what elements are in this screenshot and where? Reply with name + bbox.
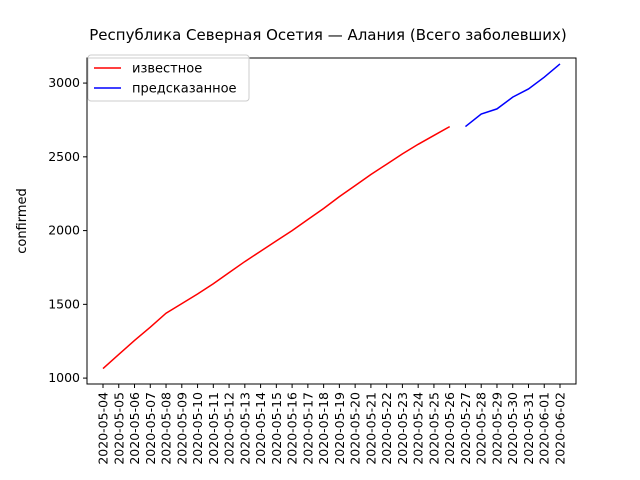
x-tick-label: 2020-05-28: [474, 392, 489, 465]
x-tick-label: 2020-05-08: [159, 392, 174, 465]
x-tick-label: 2020-06-02: [553, 392, 568, 465]
x-tick-label: 2020-05-09: [174, 392, 189, 465]
x-tick-label: 2020-05-13: [237, 392, 252, 465]
y-tick-label: 2000: [48, 223, 80, 238]
x-tick-label: 2020-05-06: [127, 392, 142, 465]
legend-box: [87, 54, 250, 102]
x-tick-label: 2020-05-14: [253, 392, 268, 465]
x-tick-label: 2020-05-29: [489, 392, 504, 465]
x-tick-label: 2020-05-18: [316, 392, 331, 465]
legend-label: известное: [132, 62, 202, 77]
x-tick-label: 2020-05-21: [363, 392, 378, 465]
x-tick-label: 2020-05-17: [300, 392, 315, 465]
x-tick-label: 2020-05-24: [411, 392, 426, 465]
x-tick-label: 2020-05-15: [269, 392, 284, 465]
x-tick-label: 2020-05-05: [111, 392, 126, 465]
x-tick-label: 2020-05-22: [379, 392, 394, 465]
legend-label: предсказанное: [132, 82, 237, 97]
x-tick-label: 2020-05-07: [143, 392, 158, 465]
y-tick-label: 1500: [48, 296, 80, 311]
x-tick-label: 2020-05-11: [206, 392, 221, 465]
y-tick-label: 3000: [48, 75, 80, 90]
x-tick-label: 2020-06-01: [537, 392, 552, 465]
x-tick-label: 2020-05-27: [458, 392, 473, 465]
x-tick-label: 2020-05-04: [96, 392, 111, 465]
y-axis-label: confirmed: [15, 188, 30, 254]
x-tick-label: 2020-05-19: [332, 392, 347, 465]
y-tick-label: 2500: [48, 149, 80, 164]
x-tick-label: 2020-05-12: [222, 392, 237, 465]
x-tick-label: 2020-05-31: [521, 392, 536, 465]
x-tick-label: 2020-05-10: [190, 392, 205, 465]
x-tick-label: 2020-05-26: [442, 392, 457, 465]
x-tick-label: 2020-05-20: [348, 392, 363, 465]
x-tick-label: 2020-05-23: [395, 392, 410, 465]
y-tick-label: 1000: [48, 370, 80, 385]
x-tick-label: 2020-05-25: [426, 392, 441, 465]
line-series: [102, 125, 451, 370]
plot-frame: [86, 57, 577, 385]
chart-title: Республика Северная Осетия — Алания (Все…: [89, 26, 567, 44]
x-tick-label: 2020-05-30: [505, 392, 520, 465]
line-series: [464, 63, 561, 128]
x-tick-label: 2020-05-16: [285, 392, 300, 465]
